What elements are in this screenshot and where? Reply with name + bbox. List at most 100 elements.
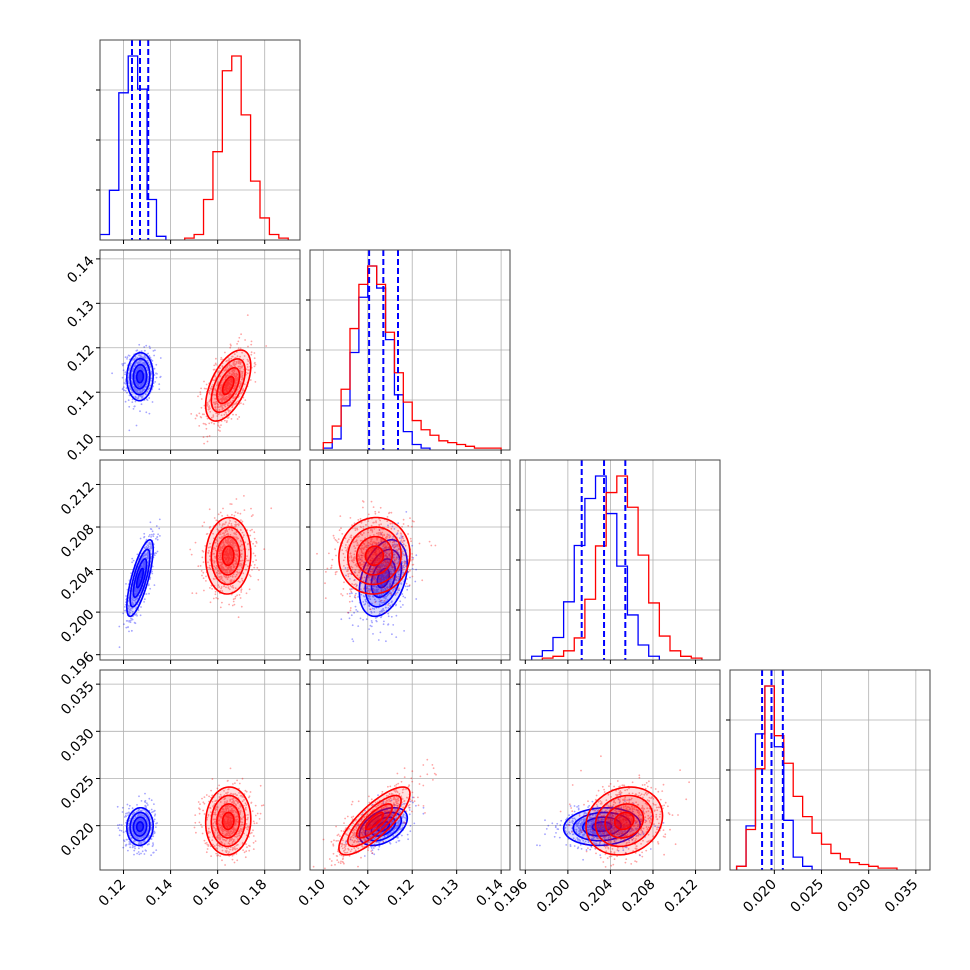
scatter-point [136, 384, 139, 387]
scatter-point [243, 509, 246, 511]
scatter-point [140, 403, 143, 406]
scatter-point [235, 361, 238, 363]
scatter-point [147, 822, 150, 825]
scatter-point [401, 564, 404, 567]
scatter-point [243, 495, 245, 497]
scatter-point [133, 387, 136, 390]
density-fill-1-2 [216, 367, 240, 404]
scatter-point [151, 533, 153, 536]
scatter-point [377, 544, 380, 547]
scatter-point [136, 597, 139, 599]
scatter-point [378, 577, 381, 579]
scatter-point [402, 518, 405, 521]
scatter-point [219, 546, 221, 549]
scatter-point [145, 385, 148, 388]
scatter-point [230, 384, 233, 387]
scatter-point [128, 620, 131, 623]
scatter-point [143, 598, 146, 601]
scatter-point [344, 537, 347, 540]
scatter-point [223, 568, 226, 571]
scatter-point [228, 396, 231, 398]
scatter-point [121, 363, 124, 365]
scatter-point [235, 402, 237, 405]
scatter-point [368, 605, 371, 608]
scatter-point [220, 405, 223, 408]
scatter-point [221, 408, 224, 410]
scatter-point [240, 549, 243, 552]
scatter-point [127, 610, 130, 613]
panel-plot-area [100, 40, 300, 240]
scatter-point [145, 811, 148, 814]
scatter-point [362, 506, 364, 509]
scatter-point [370, 625, 373, 628]
scatter-point [228, 571, 231, 573]
scatter-point [393, 543, 396, 546]
scatter-point [396, 549, 399, 552]
scatter-point [199, 416, 202, 418]
scatter-point [401, 568, 404, 571]
scatter-point [207, 406, 210, 408]
scatter-point [387, 607, 390, 609]
scatter-point [136, 597, 139, 600]
scatter-point [140, 606, 142, 608]
scatter-point [382, 576, 385, 578]
scatter-point [381, 609, 383, 611]
scatter-point [386, 561, 389, 564]
scatter-point [235, 377, 237, 379]
scatter-point [342, 588, 345, 590]
scatter-point [132, 834, 135, 837]
scatter-point [131, 830, 134, 833]
scatter-point [235, 384, 238, 387]
scatter-point [335, 540, 338, 542]
scatter-point [134, 389, 137, 392]
scatter-point [229, 394, 232, 397]
scatter-point [134, 372, 137, 374]
scatter-point [231, 355, 234, 358]
scatter-point [144, 547, 147, 550]
scatter-point [139, 831, 141, 834]
scatter-point [127, 828, 130, 831]
scatter-point [379, 543, 381, 546]
scatter-point [237, 580, 240, 583]
scatter-point [346, 570, 349, 572]
scatter-point [252, 560, 255, 563]
scatter-point [139, 372, 142, 374]
scatter-point [140, 373, 143, 376]
scatter-point [411, 575, 414, 578]
scatter-point [396, 556, 398, 558]
scatter-point [387, 604, 389, 606]
scatter-point [126, 391, 128, 394]
scatter-point [412, 563, 415, 566]
scatter-point [381, 564, 384, 567]
scatter-point [364, 545, 367, 548]
scatter-point [357, 625, 360, 627]
scatter-point [227, 534, 230, 536]
scatter-point [381, 573, 384, 576]
scatter-point [233, 541, 236, 544]
scatter-point [139, 378, 142, 381]
panel-2-1 [306, 459, 511, 664]
scatter-point [237, 537, 240, 540]
scatter-point [226, 556, 229, 559]
scatter-point [213, 393, 215, 396]
scatter-point [138, 374, 141, 376]
scatter-point [138, 594, 141, 597]
scatter-point [232, 541, 235, 544]
scatter-point [348, 600, 351, 603]
scatter-point [391, 544, 394, 546]
scatter-point [349, 595, 351, 598]
scatter-point [216, 405, 219, 408]
scatter-point [198, 425, 201, 427]
scatter-point [150, 547, 153, 550]
scatter-point [379, 555, 381, 557]
scatter-point [153, 367, 156, 370]
scatter-point [378, 557, 380, 560]
scatter-point [202, 550, 205, 553]
scatter-point [346, 570, 348, 573]
scatter-point [131, 369, 134, 372]
scatter-point [359, 533, 362, 535]
scatter-point [393, 565, 396, 568]
scatter-point [140, 831, 143, 834]
scatter-point [404, 544, 407, 547]
scatter-point [362, 552, 365, 555]
